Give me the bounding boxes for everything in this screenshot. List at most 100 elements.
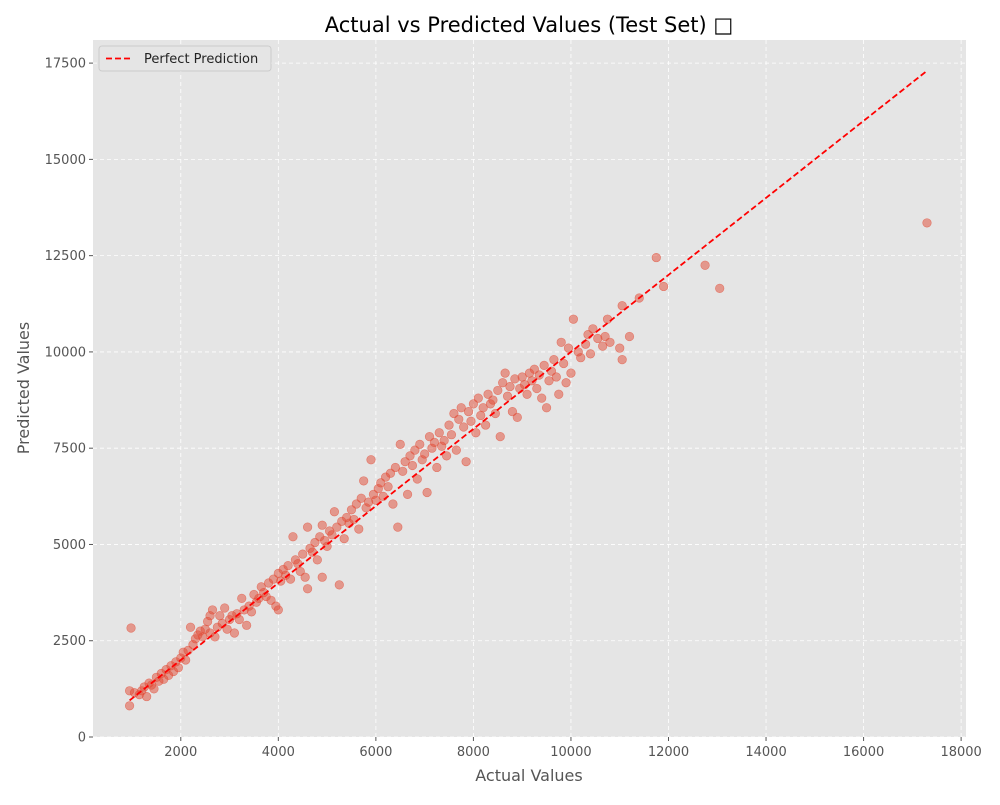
data-point [476, 410, 486, 421]
data-point [302, 522, 313, 532]
data-point [495, 432, 505, 442]
data-point [549, 355, 559, 365]
x-axis: 2000 4000 6000 8000 10000 12000 14000 16000 1800… [164, 737, 982, 760]
data-point [215, 611, 225, 621]
data-point [429, 437, 439, 448]
data-point [473, 393, 483, 403]
data-point [505, 381, 515, 392]
data-point [527, 376, 537, 386]
data-point [459, 422, 469, 432]
x-tick-label: 14000 [745, 745, 786, 760]
y-tick-label: 17500 [45, 57, 86, 72]
y-tick-label: 12500 [45, 249, 86, 264]
data-point [415, 439, 425, 449]
x-axis-label: Actual Values [475, 766, 582, 785]
data-point [576, 353, 586, 363]
data-point [329, 507, 340, 517]
data-point [451, 445, 461, 455]
data-point [237, 593, 247, 603]
legend: Perfect Prediction [98, 45, 272, 72]
data-point [602, 314, 613, 324]
data-point [229, 628, 240, 638]
data-point [334, 580, 344, 590]
data-point [541, 403, 552, 413]
data-point [534, 370, 544, 380]
data-point [149, 684, 159, 694]
data-point [285, 574, 296, 584]
data-point [393, 522, 403, 532]
data-point [383, 482, 393, 492]
data-point [390, 462, 400, 473]
data-point [454, 414, 464, 424]
data-point [327, 530, 337, 540]
data-point [283, 561, 293, 571]
legend-label: Perfect Prediction [144, 52, 258, 67]
data-point [563, 343, 574, 353]
data-point [422, 487, 432, 498]
data-point [456, 403, 466, 413]
data-point [559, 358, 569, 369]
data-point [124, 701, 135, 711]
data-point [566, 368, 576, 378]
data-point [242, 620, 252, 630]
data-point [700, 260, 710, 270]
data-point [651, 252, 661, 263]
data-point [420, 449, 430, 459]
data-point [444, 420, 454, 430]
x-tick-label: 6000 [359, 745, 392, 760]
data-point [522, 389, 532, 399]
data-point [554, 389, 564, 399]
reference-line-layer [129, 70, 928, 702]
data-point [441, 451, 452, 461]
data-point [500, 368, 510, 378]
data-point [490, 408, 500, 419]
data-point [402, 489, 413, 499]
data-point [478, 403, 488, 413]
x-tick-label: 18000 [940, 745, 981, 760]
y-axis: 0 2500 5000 7500 10000 12500 15000 17500 [45, 57, 93, 746]
x-tick-label: 12000 [648, 745, 689, 760]
data-point [624, 331, 635, 342]
data-point [307, 547, 318, 557]
data-point [354, 524, 364, 534]
data-point [371, 495, 381, 505]
data-point [466, 416, 476, 426]
data-point [463, 407, 474, 417]
data-point [471, 428, 481, 438]
data-point [551, 372, 561, 382]
data-point [568, 314, 578, 324]
data-point [715, 283, 725, 293]
data-point [407, 460, 418, 471]
data-point [493, 385, 503, 396]
data-point [532, 383, 542, 394]
x-tick-label: 16000 [843, 745, 884, 760]
data-point [312, 555, 322, 565]
y-tick-label: 10000 [45, 345, 86, 360]
data-point [617, 355, 627, 365]
data-point [659, 281, 669, 292]
data-point [322, 541, 332, 551]
y-tick-label: 2500 [53, 634, 86, 649]
y-axis-label: Predicted Values [14, 322, 33, 454]
data-point [432, 462, 442, 473]
data-point [317, 520, 327, 530]
data-point [317, 572, 327, 582]
data-point [585, 349, 596, 359]
data-point [461, 457, 471, 467]
data-point [388, 499, 398, 509]
data-point [556, 337, 566, 347]
data-point [349, 514, 359, 525]
data-point [512, 412, 522, 422]
data-point [366, 455, 376, 465]
data-point [246, 607, 257, 617]
data-point [537, 393, 547, 403]
x-tick-label: 4000 [262, 745, 295, 760]
data-point [615, 343, 625, 353]
data-point [298, 549, 308, 559]
data-point [293, 559, 303, 569]
y-tick-label: 5000 [53, 538, 86, 553]
y-tick-label: 15000 [45, 153, 86, 168]
x-tick-label: 8000 [457, 745, 490, 760]
data-point [378, 491, 388, 501]
legend-box [98, 45, 272, 72]
